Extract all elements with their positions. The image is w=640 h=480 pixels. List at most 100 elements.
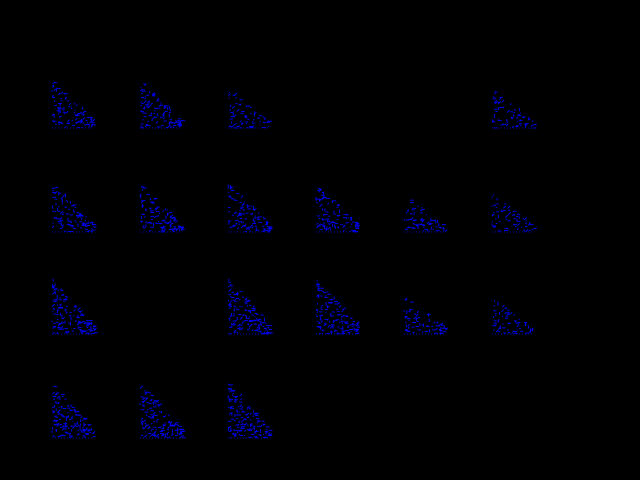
scatter-point <box>150 102 154 106</box>
scatter-point <box>531 328 534 331</box>
scatter-point <box>262 216 265 219</box>
scatter-point <box>82 117 86 120</box>
scatter-point <box>152 401 155 404</box>
scatter-panel-r1-c0 <box>51 187 97 233</box>
scatter-point <box>61 224 65 227</box>
scatter-point <box>142 419 146 423</box>
scatter-point <box>143 399 146 403</box>
scatter-panel-r2-c4 <box>403 297 449 335</box>
scatter-point <box>242 417 246 422</box>
scatter-point <box>495 328 500 333</box>
scatter-point <box>354 324 356 326</box>
scatter-point <box>73 111 76 114</box>
scatter-point <box>51 85 55 89</box>
scatter-point <box>241 313 245 317</box>
scatter-point <box>236 398 239 401</box>
scatter-point <box>149 398 153 402</box>
scatter-point <box>326 319 329 321</box>
scatter-point <box>54 287 58 291</box>
scatter-panel-r3-c1 <box>139 385 186 439</box>
scatter-point <box>53 288 56 291</box>
scatter-point <box>497 318 500 322</box>
scatter-point <box>77 429 80 432</box>
scatter-point <box>433 321 436 324</box>
scatter-point <box>495 91 498 94</box>
scatter-point <box>239 316 243 321</box>
scatter-point <box>77 307 81 311</box>
scatter-point <box>66 415 70 419</box>
scatter-point <box>246 408 249 410</box>
scatter-point <box>51 391 55 395</box>
scatter-point <box>79 111 83 115</box>
scatter-point <box>501 304 505 308</box>
scatter-point <box>58 323 60 325</box>
scatter-point <box>497 101 502 105</box>
scatter-point <box>243 429 247 432</box>
scatter-point <box>51 225 55 229</box>
scatter-point <box>245 105 248 108</box>
scatter-point <box>435 327 438 331</box>
scatter-point <box>72 425 76 429</box>
scatter-point <box>248 407 251 410</box>
scatter-point <box>87 221 90 224</box>
scatter-point <box>440 322 444 326</box>
scatter-panel-r1-c4 <box>403 199 448 233</box>
scatter-point <box>505 123 509 127</box>
scatter-point <box>355 322 360 327</box>
scatter-point <box>238 420 241 423</box>
scatter-point <box>405 211 408 214</box>
scatter-point <box>507 205 511 210</box>
scatter-point <box>178 124 181 127</box>
scatter-point <box>140 417 144 420</box>
scatter-point <box>316 225 319 229</box>
scatter-point <box>256 421 259 424</box>
scatter-point <box>319 223 322 226</box>
scatter-panel-r0-c1 <box>140 83 186 129</box>
scatter-point <box>240 398 243 401</box>
scatter-point <box>83 321 87 325</box>
scatter-point <box>141 396 146 401</box>
scatter-point <box>520 226 523 228</box>
scatter-point <box>82 122 85 125</box>
scatter-point <box>328 222 332 226</box>
scatter-point <box>501 315 504 318</box>
scatter-point <box>341 310 344 313</box>
scatter-point <box>528 329 533 333</box>
scatter-point <box>60 210 64 214</box>
scatter-panel-r3-c0 <box>51 386 96 439</box>
scatter-point <box>171 227 176 231</box>
scatter-point <box>52 283 57 288</box>
scatter-panel-r2-c0 <box>51 278 98 335</box>
scatter-point <box>356 321 360 325</box>
scatter-point <box>85 324 88 327</box>
scatter-point <box>325 197 328 200</box>
scatter-point <box>92 431 96 435</box>
scatter-point <box>233 211 237 215</box>
scatter-point <box>443 227 446 230</box>
scatter-point <box>77 320 81 324</box>
scatter-point <box>147 426 151 430</box>
scatter-point <box>237 301 239 303</box>
scatter-panel-r1-c1 <box>139 186 185 233</box>
scatter-point <box>248 315 251 318</box>
scatter-point <box>64 96 68 100</box>
scatter-point <box>249 412 252 415</box>
scatter-point <box>170 214 174 218</box>
scatter-point <box>168 120 172 125</box>
scatter-point <box>247 299 251 303</box>
scatter-point <box>321 191 324 194</box>
scatter-point <box>530 124 533 127</box>
scatter-point <box>56 395 60 399</box>
scatter-point <box>238 223 241 226</box>
scatter-point <box>80 217 83 220</box>
scatter-panel-r2-c5 <box>492 300 534 335</box>
scatter-point <box>241 321 245 324</box>
scatter-point <box>51 120 54 122</box>
scatter-point <box>62 194 66 198</box>
scatter-point <box>228 196 230 198</box>
scatter-point <box>494 99 498 103</box>
scatter-point <box>244 301 247 303</box>
scatter-point <box>523 217 528 221</box>
scatter-point <box>152 115 156 120</box>
scatter-point <box>150 433 154 437</box>
